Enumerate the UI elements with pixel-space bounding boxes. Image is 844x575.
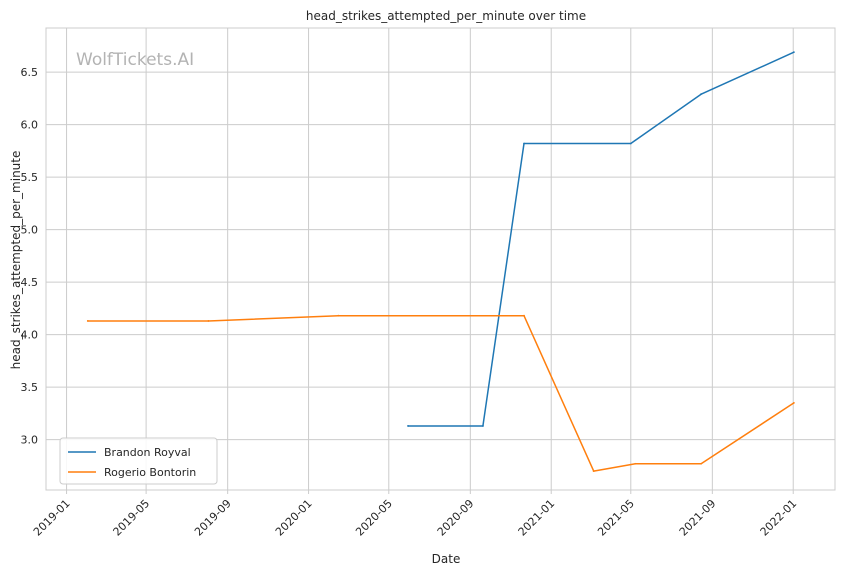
y-axis-title: head_strikes_attempted_per_minute xyxy=(9,151,23,370)
plot-area xyxy=(46,28,835,490)
data-point-rogerio-bontorin xyxy=(337,314,340,317)
y-tick-label: 3.0 xyxy=(21,434,39,447)
legend-label-rogerio-bontorin: Rogerio Bontorin xyxy=(104,466,196,479)
x-tick-label: 2020-01 xyxy=(273,497,315,539)
x-tick-label: 2020-05 xyxy=(353,497,395,539)
x-tick-label: 2021-09 xyxy=(677,497,719,539)
legend: Brandon Royval Rogerio Bontorin xyxy=(59,437,218,485)
y-tick-label: 6.5 xyxy=(21,66,39,79)
y-tick-labels: 3.0 3.5 4.0 4.5 5.0 5.5 6.0 6.5 xyxy=(21,66,39,447)
y-tick-label: 5.5 xyxy=(21,171,39,184)
series-line-rogerio-bontorin xyxy=(87,314,795,472)
y-tick-label: 4.0 xyxy=(21,329,39,342)
data-point-rogerio-bontorin xyxy=(207,320,210,322)
data-point-rogerio-bontorin xyxy=(792,401,795,404)
x-tick-labels: 2019-01 2019-05 2019-09 2020-01 2020-05 2020-… xyxy=(31,497,799,539)
x-tick-label: 2021-01 xyxy=(516,497,558,539)
x-tick-label: 2021-05 xyxy=(595,497,637,539)
x-tick-label: 2019-01 xyxy=(31,497,73,539)
data-point-brandon-royval xyxy=(407,425,409,427)
x-tick-label: 2019-09 xyxy=(192,497,234,539)
legend-box xyxy=(59,437,218,485)
x-tick-label: 2019-05 xyxy=(111,497,153,539)
y-tick-label: 5.0 xyxy=(21,224,39,237)
data-point-brandon-royval xyxy=(482,425,484,427)
data-point-brandon-royval xyxy=(523,142,525,145)
watermark: WolfTickets.AI xyxy=(76,50,194,70)
x-tick-label: 2022-01 xyxy=(758,497,800,539)
x-tick-label: 2020-09 xyxy=(435,497,477,539)
chart-title: head_strikes_attempted_per_minute over t… xyxy=(306,9,586,23)
data-point-rogerio-bontorin xyxy=(700,462,702,465)
y-tick-label: 3.5 xyxy=(21,381,39,394)
y-tick-label: 4.5 xyxy=(21,276,39,289)
data-point-rogerio-bontorin xyxy=(86,320,89,322)
plot-frame xyxy=(45,27,836,491)
data-point-rogerio-bontorin xyxy=(523,314,525,317)
data-point-rogerio-bontorin xyxy=(592,470,595,472)
legend-label-brandon-royval: Brandon Royval xyxy=(104,446,191,459)
y-tick-label: 6.0 xyxy=(21,119,39,132)
series-lines xyxy=(86,51,795,472)
data-point-brandon-royval xyxy=(700,93,702,96)
series-line-brandon-royval xyxy=(408,51,795,427)
data-point-brandon-royval xyxy=(792,51,795,54)
data-point-rogerio-bontorin xyxy=(634,462,637,465)
x-axis-title: Date xyxy=(432,552,461,566)
data-point-brandon-royval xyxy=(629,142,632,145)
